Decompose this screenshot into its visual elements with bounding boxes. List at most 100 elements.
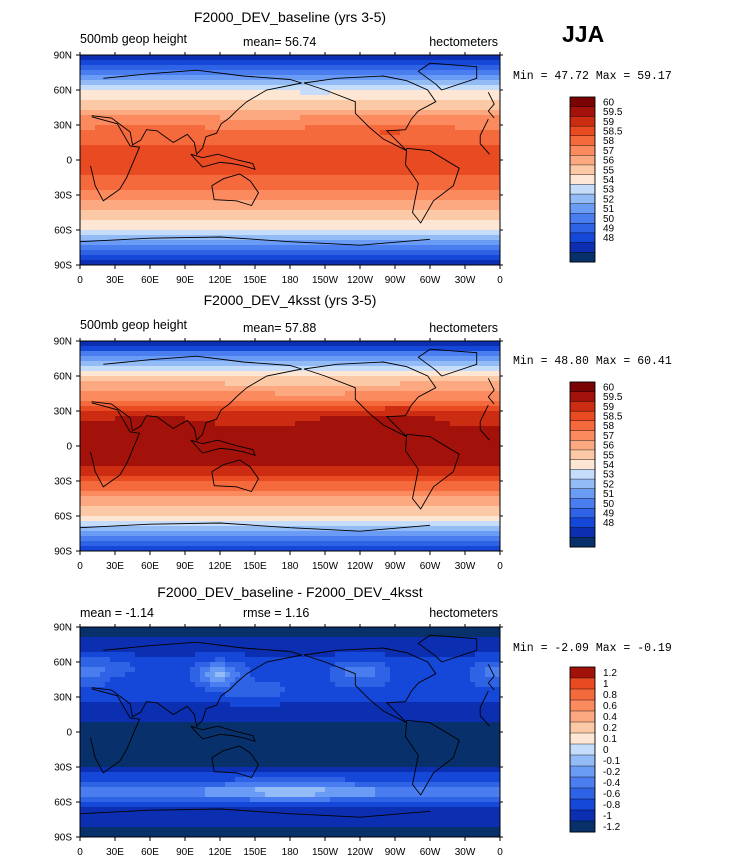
field-cell: [280, 55, 286, 61]
field-cell: [305, 140, 311, 146]
field-cell: [485, 366, 491, 372]
field-cell: [250, 376, 256, 382]
field-cell: [365, 205, 371, 211]
field-cell: [80, 225, 86, 231]
field-cell: [200, 165, 206, 171]
field-cell: [460, 165, 466, 171]
field-cell: [200, 90, 206, 96]
field-cell: [135, 110, 141, 116]
field-cell: [325, 60, 331, 66]
field-cell: [440, 70, 446, 76]
field-cell: [100, 260, 106, 265]
field-cell: [235, 135, 241, 141]
field-cell: [145, 401, 151, 407]
field-cell: [100, 70, 106, 76]
field-cell: [445, 381, 451, 387]
field-cell: [195, 75, 201, 81]
field-cell: [270, 145, 276, 151]
field-cell: [180, 366, 186, 372]
field-cell: [285, 195, 291, 201]
field-cell: [100, 180, 106, 186]
field-cell: [95, 155, 101, 161]
field-cell: [485, 351, 491, 357]
field-cell: [195, 205, 201, 211]
field-cell: [155, 145, 161, 151]
field-cell: [495, 80, 500, 86]
field-cell: [110, 95, 116, 101]
field-cell: [185, 110, 191, 116]
field-cell: [150, 351, 156, 357]
field-cell: [315, 396, 321, 402]
field-cell: [250, 366, 256, 372]
y-tick-label: 60S: [54, 226, 72, 237]
field-cell: [400, 200, 406, 206]
field-cell: [130, 341, 136, 347]
field-cell: [470, 95, 476, 101]
field-cell: [475, 381, 481, 387]
field-cell: [420, 95, 426, 101]
field-cell: [335, 371, 341, 377]
field-cell: [345, 260, 351, 265]
field-cell: [210, 85, 216, 91]
field-cell: [80, 235, 86, 241]
field-cell: [120, 60, 126, 66]
field-cell: [410, 160, 416, 166]
field-cell: [285, 381, 291, 387]
field-cell: [435, 366, 441, 372]
field-cell: [350, 165, 356, 171]
field-cell: [425, 80, 431, 86]
field-cell: [175, 361, 181, 367]
field-cell: [90, 175, 96, 181]
field-cell: [390, 170, 396, 176]
field-cell: [160, 140, 166, 146]
field-cell: [345, 255, 351, 261]
field-cell: [275, 180, 281, 186]
field-cell: [355, 346, 361, 352]
field-cell: [105, 250, 111, 256]
field-cell: [215, 95, 221, 101]
field-cell: [90, 376, 96, 382]
field-cell: [420, 235, 426, 241]
field-cell: [470, 391, 476, 397]
colorbar-label: 54: [603, 175, 615, 186]
field-cell: [445, 70, 451, 76]
field-cell: [310, 125, 316, 131]
field-cell: [390, 235, 396, 241]
field-cell: [380, 230, 386, 236]
field-cell: [195, 140, 201, 146]
field-cell: [285, 356, 291, 362]
field-cell: [235, 341, 241, 347]
field-cell: [335, 135, 341, 141]
field-cell: [95, 386, 101, 392]
field-cell: [445, 65, 451, 71]
field-cell: [160, 100, 166, 106]
field-cell: [345, 90, 351, 96]
field-cell: [205, 145, 211, 151]
field-cell: [365, 215, 371, 221]
field-cell: [350, 195, 356, 201]
field-cell: [340, 70, 346, 76]
field-cell: [285, 170, 291, 176]
field-cell: [365, 411, 371, 417]
field-cell: [120, 205, 126, 211]
field-cell: [250, 225, 256, 231]
field-cell: [335, 185, 341, 191]
field-cell: [155, 95, 161, 101]
field-cell: [260, 170, 266, 176]
field-cell: [295, 220, 301, 226]
field-cell: [470, 190, 476, 196]
field-cell: [350, 125, 356, 131]
field-cell: [210, 100, 216, 106]
field-cell: [135, 341, 141, 347]
field-cell: [250, 411, 256, 417]
field-cell: [140, 160, 146, 166]
field-cell: [415, 371, 421, 377]
field-cell: [275, 406, 281, 412]
field-cell: [105, 100, 111, 106]
field-cell: [390, 120, 396, 126]
field-cell: [150, 160, 156, 166]
field-cell: [290, 85, 296, 91]
field-cell: [280, 376, 286, 382]
field-cell: [275, 65, 281, 71]
field-cell: [400, 245, 406, 251]
